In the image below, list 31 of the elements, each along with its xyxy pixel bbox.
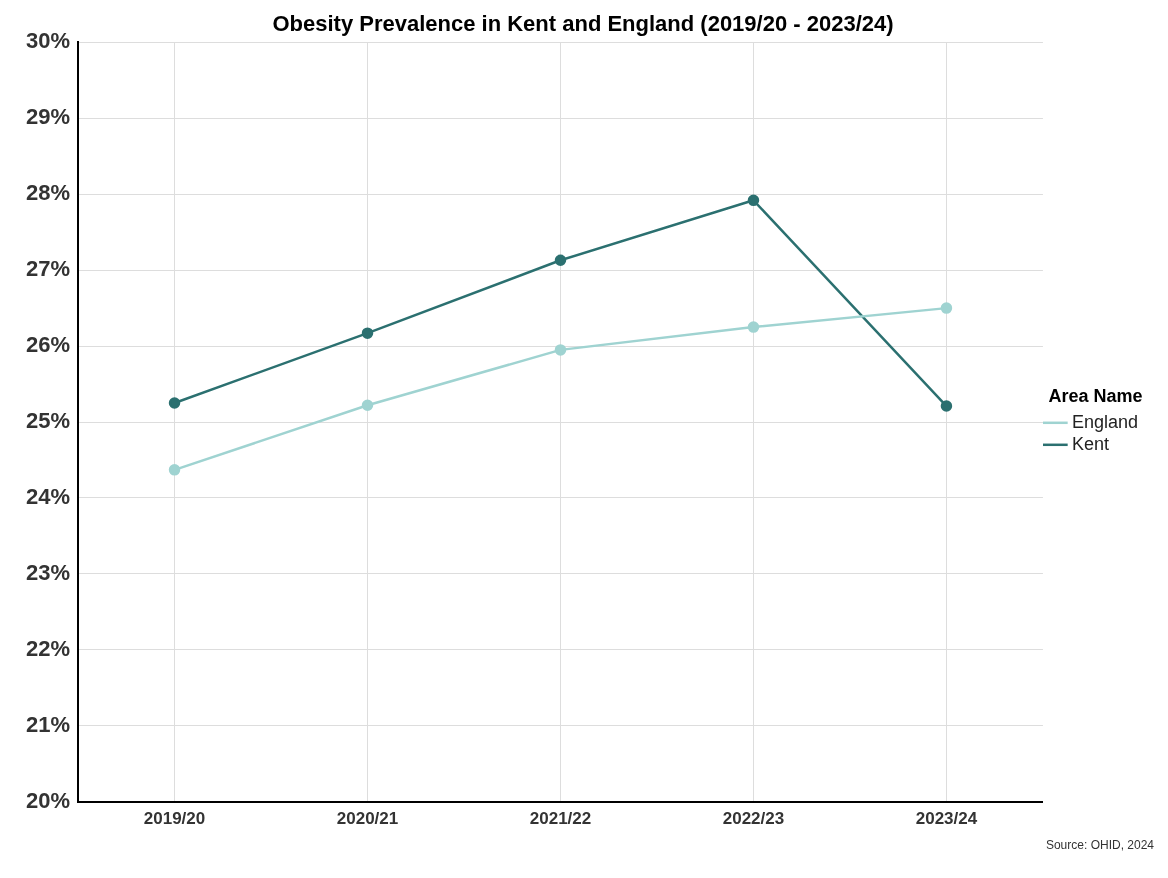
y-tick-label: 23% xyxy=(25,559,71,585)
x-tick-label: 2019/20 xyxy=(143,809,206,829)
y-tick-label: 22% xyxy=(25,635,71,661)
legend-label: England xyxy=(1071,411,1138,432)
x-tick-label: 2020/21 xyxy=(336,809,399,829)
legend-title: Area Name xyxy=(1048,386,1143,407)
x-tick-label: 2021/22 xyxy=(529,809,592,829)
y-tick-label: 26% xyxy=(25,332,71,358)
point xyxy=(747,194,760,207)
y-tick-label: 29% xyxy=(25,104,71,130)
y-tick-label: 27% xyxy=(25,256,71,282)
x-tick-label: 2022/23 xyxy=(722,809,785,829)
y-tick-label: 24% xyxy=(25,483,71,509)
y-tick-label: 28% xyxy=(25,180,71,206)
x-tick-label: 2023/24 xyxy=(915,809,978,829)
point xyxy=(554,344,567,356)
point xyxy=(361,399,374,412)
y-tick-label: 25% xyxy=(25,408,71,434)
point xyxy=(940,302,953,314)
chart-title: Obesity Prevalence in Kent and England (2019/20 - 2023/24) xyxy=(272,11,894,37)
y-tick-label: 20% xyxy=(25,787,71,813)
point xyxy=(168,397,181,409)
source-note: Source: OHID, 2024 xyxy=(1044,838,1155,852)
y-tick-label: 21% xyxy=(25,711,71,737)
point xyxy=(361,327,374,339)
point xyxy=(747,321,760,333)
point xyxy=(168,464,181,476)
legend-label: Kent xyxy=(1071,433,1109,454)
point xyxy=(940,400,953,412)
point xyxy=(554,254,567,267)
y-tick-label: 30% xyxy=(25,28,71,54)
